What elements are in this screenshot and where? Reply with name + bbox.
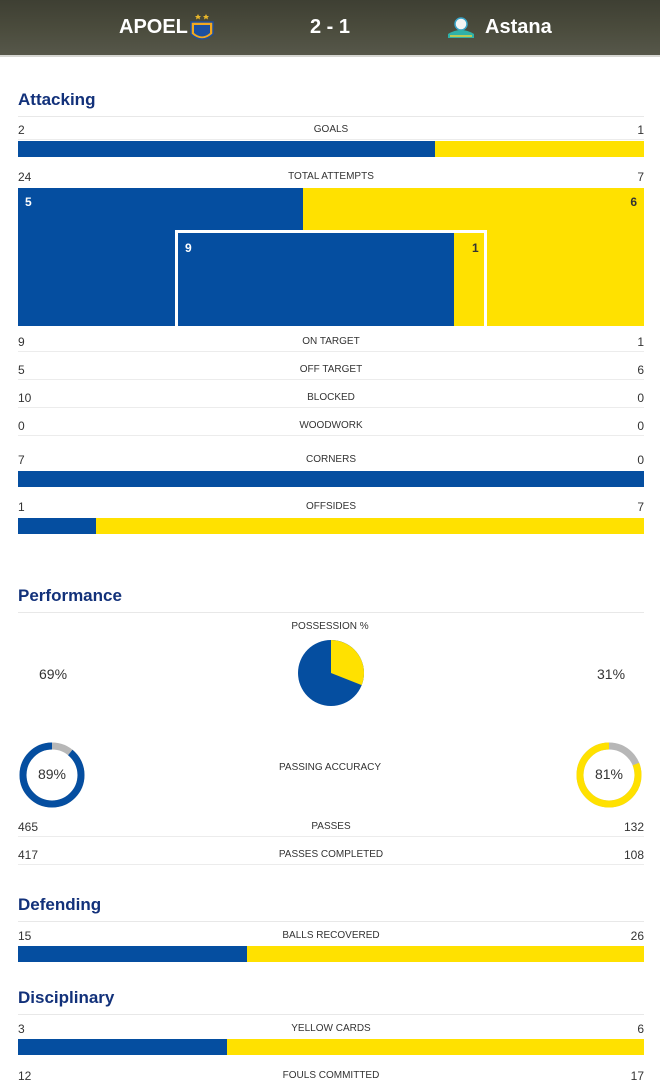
passes-completed-label: PASSES COMPLETED [278,849,384,860]
ring-away-arc [576,742,642,808]
blocked-home: 10 [18,391,32,405]
goals-label: GOALS [313,124,349,135]
section-title-defending: Defending [18,895,644,922]
stat-row-blocked: 10 BLOCKED 0 [18,388,644,408]
fouls-committed-home: 12 [18,1069,32,1083]
possession-home: 69% [39,666,68,682]
woodwork-label: WOODWORK [299,420,363,431]
corners-bar-home-fill [18,471,644,487]
possession-away: 31% [597,666,626,682]
astana-crest-icon [448,17,474,38]
yellow-cards-bar-home-fill [18,1039,227,1055]
off-target-home: 5 [18,363,25,377]
balls-recovered-bar-home-fill [18,946,248,962]
goals-home: 2 [18,123,25,137]
stat-row-offsides: 1 OFFSIDES 7 [18,497,644,517]
goals-bar-home-fill [18,141,436,157]
stat-row-on-target: 9 ON TARGET 1 [18,332,644,352]
balls-recovered-label: BALLS RECOVERED [282,930,380,941]
yellow-cards-home: 3 [18,1022,25,1036]
corners-home: 7 [18,453,25,467]
attempts-pitch-graphic: 5 6 9 1 [18,188,644,326]
corners-label: CORNERS [305,454,356,465]
offsides-home: 1 [18,500,25,514]
total-attempts-label: TOTAL ATTEMPTS [288,171,374,182]
section-title-performance: Performance [18,586,644,613]
stat-row-off-target: 5 OFF TARGET 6 [18,360,644,380]
fouls-committed-away: 17 [630,1069,644,1083]
offsides-label: OFFSIDES [305,501,356,512]
penalty-box-frame: 9 1 [175,230,487,326]
fouls-committed-label: FOULS COMMITTED [282,1070,380,1081]
home-team-name[interactable]: APOEL [119,16,188,38]
stat-row-balls-recovered: 15 BALLS RECOVERED 26 [18,926,644,946]
goals-away: 1 [637,123,644,137]
on-target-home: 9 [18,335,25,349]
section-title-disciplinary: Disciplinary [18,988,644,1015]
offsides-bar-home-fill [18,518,97,534]
yellow-cards-away: 6 [637,1022,644,1036]
offsides-away: 7 [637,500,644,514]
passing-accuracy-home: 89% [37,766,67,782]
balls-recovered-away: 26 [630,929,644,943]
possession-label: POSSESSION % [291,621,369,632]
passes-completed-away: 108 [623,848,644,862]
passes-home: 465 [18,820,39,834]
match-header: APOEL 2 - 1 Astana [0,0,660,57]
corners-away: 0 [637,453,644,467]
away-team-name[interactable]: Astana [485,16,552,38]
stat-row-yellow-cards: 3 YELLOW CARDS 6 [18,1019,644,1039]
passes-completed-home: 417 [18,848,39,862]
passing-accuracy-home-ring [19,742,85,808]
offsides-bar [18,518,644,534]
stat-row-corners: 7 CORNERS 0 [18,450,644,470]
passing-accuracy-away: 81% [594,766,624,782]
total-attempts-home: 24 [18,170,32,184]
goals-bar [18,141,644,157]
off-target-away: 6 [637,363,644,377]
possession-pie-away-slice [331,640,364,686]
stat-row-goals: 2 GOALS 1 [18,120,644,140]
stat-row-passes-completed: 417 PASSES COMPLETED 108 [18,845,644,865]
outside-box-home: 5 [25,195,32,209]
off-target-label: OFF TARGET [299,364,363,375]
passes-away: 132 [623,820,644,834]
passing-accuracy-label: PASSING ACCURACY [278,762,382,773]
passing-accuracy-away-ring [576,742,642,808]
possession-pie-chart [298,640,364,706]
stat-row-total-attempts: 24 TOTAL ATTEMPTS 7 [18,167,644,187]
woodwork-home: 0 [18,419,25,433]
blocked-label: BLOCKED [307,392,355,403]
inside-box-home-area [178,233,454,326]
blocked-away: 0 [637,391,644,405]
passes-label: PASSES [311,821,351,832]
stat-row-fouls-committed: 12 FOULS COMMITTED 17 [18,1066,644,1086]
balls-recovered-bar [18,946,644,962]
yellow-cards-label: YELLOW CARDS [291,1023,371,1034]
stat-row-woodwork: 0 WOODWORK 0 [18,416,644,436]
inside-box-away: 1 [472,241,479,255]
stat-row-passes: 465 PASSES 132 [18,817,644,837]
apoel-crest-icon [190,14,214,40]
section-title-attacking: Attacking [18,90,644,117]
ring-home-arc [19,742,85,808]
corners-bar [18,471,644,487]
on-target-away: 1 [637,335,644,349]
on-target-label: ON TARGET [302,336,360,347]
yellow-cards-bar [18,1039,644,1055]
inside-box-home: 9 [185,241,192,255]
total-attempts-away: 7 [637,170,644,184]
woodwork-away: 0 [637,419,644,433]
balls-recovered-home: 15 [18,929,32,943]
match-score: 2 - 1 [309,16,351,38]
outside-box-away: 6 [630,195,637,209]
